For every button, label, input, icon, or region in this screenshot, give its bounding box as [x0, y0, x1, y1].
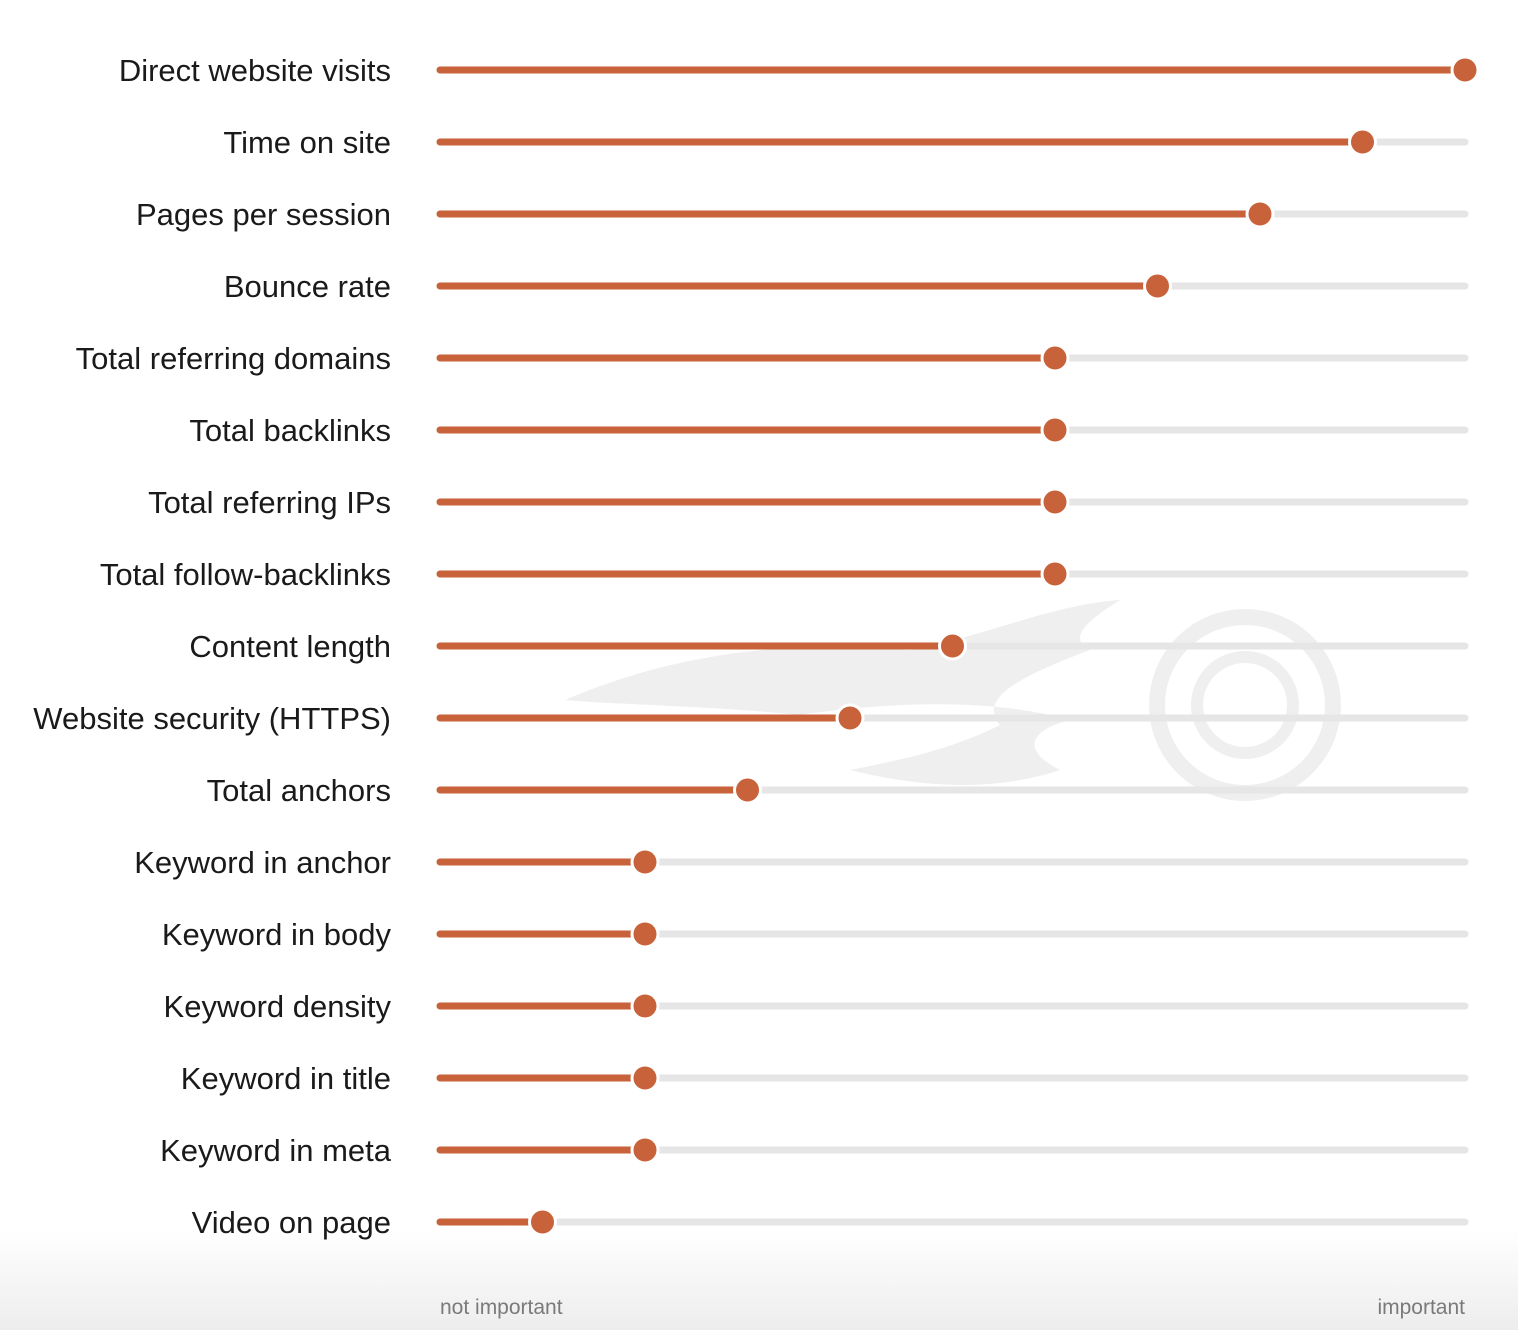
value-markers — [528, 55, 1480, 1237]
value-dot — [733, 775, 762, 805]
fill-bars — [436, 66, 1469, 1226]
category-label: Bounce rate — [224, 269, 391, 304]
category-label: Direct website visits — [119, 53, 391, 88]
watermark-flame-logo — [565, 600, 1341, 801]
bottom-fade-band — [0, 1230, 1518, 1330]
category-label: Video on page — [192, 1205, 391, 1240]
value-dot — [1348, 127, 1377, 157]
value-dot — [630, 847, 660, 877]
category-label: Keyword in body — [162, 917, 392, 952]
category-label: Keyword in title — [181, 1061, 391, 1096]
value-dot — [630, 1135, 660, 1165]
value-dot — [835, 703, 865, 733]
category-labels: Direct website visits Time on site Pages p… — [33, 53, 391, 1240]
value-dot — [528, 1207, 557, 1237]
category-label: Website security (HTTPS) — [33, 701, 391, 736]
category-label: Total referring domains — [76, 341, 391, 376]
value-dot — [938, 631, 967, 661]
value-dot — [1040, 415, 1070, 445]
category-label: Time on site — [223, 125, 391, 160]
category-label: Total follow-backlinks — [100, 557, 391, 592]
value-dot — [1450, 55, 1480, 85]
value-dot — [1040, 559, 1070, 589]
value-dot — [1245, 199, 1275, 229]
value-dot — [1040, 343, 1070, 373]
category-label: Total backlinks — [189, 413, 391, 448]
category-label: Pages per session — [136, 197, 391, 232]
category-label: Total anchors — [207, 773, 391, 808]
value-dot — [630, 991, 660, 1021]
value-dot — [1143, 271, 1172, 301]
value-dot — [630, 1063, 660, 1093]
axis-min-label: not important — [440, 1296, 563, 1319]
axis-max-label: important — [1377, 1296, 1465, 1319]
category-label: Keyword in anchor — [134, 845, 391, 880]
value-dot — [1040, 487, 1070, 517]
value-dot — [630, 919, 660, 949]
category-label: Keyword in meta — [160, 1133, 392, 1168]
category-label: Content length — [189, 629, 391, 664]
category-label: Keyword density — [164, 989, 392, 1024]
category-label: Total referring IPs — [148, 485, 391, 520]
